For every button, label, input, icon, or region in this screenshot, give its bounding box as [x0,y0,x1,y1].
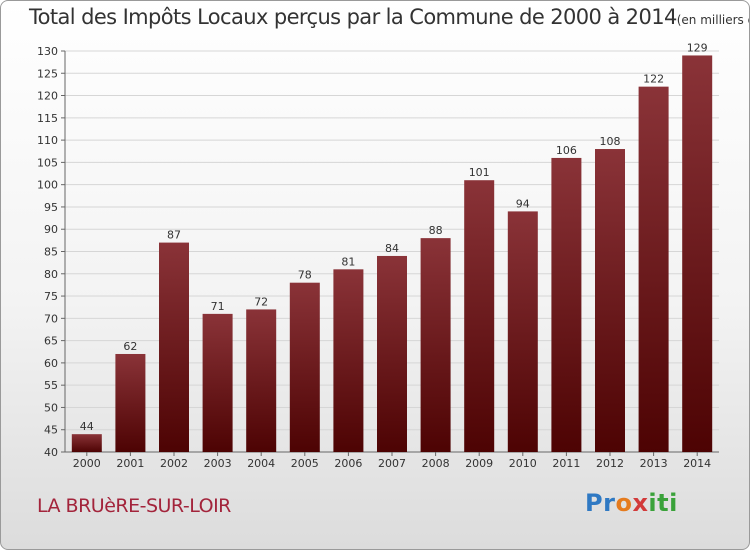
y-tick-label: 85 [44,246,58,259]
x-tick-label-2001: 2001 [116,457,144,470]
x-tick-label-2003: 2003 [204,457,232,470]
bar-2000 [71,434,102,452]
data-label-2012: 108 [600,135,621,148]
y-tick-label: 115 [37,112,58,125]
data-label-2007: 84 [385,242,399,255]
y-tick-label: 70 [44,312,58,325]
chart-title: Total des Impôts Locaux perçus par la Co… [29,5,749,29]
bar-2008 [420,238,451,452]
bars [71,55,713,453]
bar-2003 [202,313,233,452]
y-tick-label: 75 [44,290,58,303]
bar-2012 [595,149,625,452]
bar-2013 [638,86,669,453]
x-tick-label-2013: 2013 [640,457,668,470]
y-tick-label: 50 [44,401,58,414]
commune-name: LA BRUèRE-SUR-LOIR [37,495,231,517]
proxiti-logo: Proxiti [585,489,678,517]
y-tick-label: 90 [44,223,58,236]
data-label-2000: 44 [80,420,94,433]
y-tick-label: 100 [37,179,58,192]
y-tick-label: 125 [37,67,58,80]
bar-2007 [377,255,407,452]
y-tick-label: 95 [44,201,58,214]
logo-part-2: o [615,489,633,517]
y-tick-label: 130 [37,45,58,58]
bar-2014 [682,55,713,452]
y-tick-label: 65 [44,335,58,348]
y-tick-label: 105 [37,156,58,169]
data-label-2006: 81 [341,255,355,268]
chart-title-text: Total des Impôts Locaux perçus par la Co… [29,5,677,29]
x-tick-label-2012: 2012 [596,457,624,470]
data-label-2001: 62 [123,340,137,353]
x-tick-label-2005: 2005 [291,457,319,470]
data-label-2004: 72 [254,295,268,308]
x-tick-label-2002: 2002 [160,457,188,470]
chart-subtitle: (en milliers d'€) [676,13,749,27]
data-label-2005: 78 [298,269,312,282]
x-tick-label-2014: 2014 [683,457,711,470]
y-tick-label: 80 [44,268,58,281]
data-label-2014: 129 [687,41,708,54]
bar-2010 [507,211,538,452]
bar-2009 [464,180,495,452]
logo-part-1: Pr [585,489,616,517]
y-tick-label: 45 [44,424,58,437]
bar-2006 [333,269,364,452]
bar-2001 [115,353,146,452]
x-tick-label-2004: 2004 [247,457,275,470]
bar-2002 [159,242,189,452]
bar-2005 [289,282,320,452]
x-tick-label-2006: 2006 [334,457,362,470]
data-label-2013: 122 [643,73,664,86]
labels: 40 45 50 55 60 65 70 75 80 85 90 95 100 105 110 115 120 1… [37,41,711,470]
y-tick-label: 55 [44,379,58,392]
y-tick-label: 120 [37,90,58,103]
y-tick-label: 110 [37,134,58,147]
data-label-2009: 101 [469,166,490,179]
x-tick-label-2010: 2010 [509,457,537,470]
logo-part-3: x [632,489,649,517]
data-label-2008: 88 [429,224,443,237]
logo-part-4: iti [648,489,678,517]
bar-2004 [246,309,277,452]
x-tick-label-2007: 2007 [378,457,406,470]
data-label-2010: 94 [516,197,530,210]
data-label-2011: 106 [556,144,577,157]
x-tick-label-2008: 2008 [422,457,450,470]
x-tick-label-2011: 2011 [552,457,580,470]
data-label-2002: 87 [167,229,181,242]
x-tick-label-2000: 2000 [73,457,101,470]
x-tick-label-2009: 2009 [465,457,493,470]
y-tick-label: 60 [44,357,58,370]
bar-2011 [551,157,582,452]
y-tick-label: 40 [44,446,58,459]
data-label-2003: 71 [211,300,225,313]
